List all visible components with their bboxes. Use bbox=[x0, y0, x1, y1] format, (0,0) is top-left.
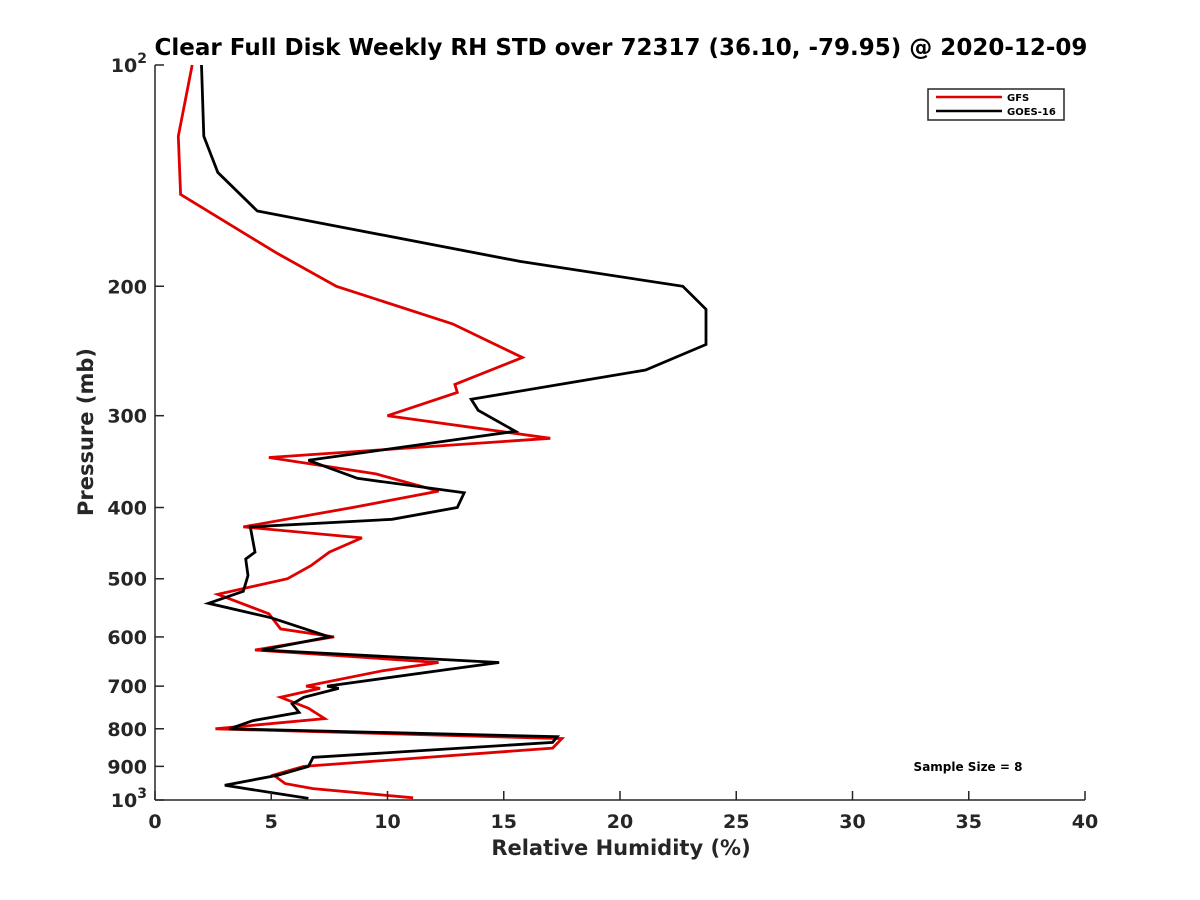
y-tick-label: 700 bbox=[107, 676, 147, 698]
x-tick-label: 15 bbox=[491, 811, 517, 833]
y-tick-label: 200 bbox=[107, 276, 147, 298]
legend-label-goes16: GOES-16 bbox=[1007, 107, 1056, 118]
x-tick-label: 35 bbox=[956, 811, 982, 833]
y-tick-label: 300 bbox=[107, 406, 147, 428]
y-tick-label: 900 bbox=[107, 756, 147, 778]
x-tick-label: 5 bbox=[265, 811, 278, 833]
series-line-gfs bbox=[176, 64, 566, 800]
legend-label-gfs: GFS bbox=[1007, 93, 1029, 104]
legend: GFS GOES-16 bbox=[927, 88, 1065, 121]
x-tick-label: 30 bbox=[839, 811, 865, 833]
x-tick-label: 10 bbox=[374, 811, 400, 833]
x-tick-label: 20 bbox=[607, 811, 633, 833]
series-line-goes16 bbox=[200, 64, 708, 800]
x-tick-label: 40 bbox=[1072, 811, 1098, 833]
y-ticks: 102 200 300 400 500 600 700 800 900 103 bbox=[107, 51, 164, 812]
sample-size-annotation: Sample Size = 8 bbox=[914, 760, 1023, 774]
x-tick-label: 0 bbox=[148, 811, 161, 833]
series-layer bbox=[176, 64, 708, 800]
y-tick-label: 800 bbox=[107, 719, 147, 741]
y-tick-label: 600 bbox=[107, 627, 147, 649]
x-axis-label: Relative Humidity (%) bbox=[491, 836, 750, 860]
y-tick-label: 102 bbox=[111, 51, 147, 77]
x-tick-label: 25 bbox=[723, 811, 749, 833]
y-tick-label: 103 bbox=[111, 786, 147, 812]
y-tick-label: 400 bbox=[107, 498, 147, 520]
axes-layer bbox=[154, 65, 1085, 801]
legend-box bbox=[927, 88, 1065, 121]
y-tick-label: 500 bbox=[107, 569, 147, 591]
y-axis-label: Pressure (mb) bbox=[74, 348, 98, 516]
x-ticks: 0 5 10 15 20 25 30 35 40 bbox=[148, 791, 1098, 833]
chart-title: Clear Full Disk Weekly RH STD over 72317… bbox=[155, 35, 1088, 61]
